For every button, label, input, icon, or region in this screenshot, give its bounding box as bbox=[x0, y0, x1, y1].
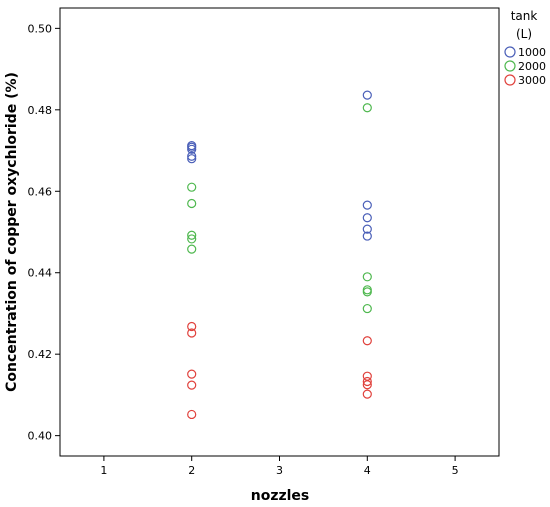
x-axis-title: nozzles bbox=[251, 488, 310, 504]
data-point-3000 bbox=[187, 409, 197, 420]
y-tick-label: 0.44 bbox=[28, 267, 53, 280]
data-point-3000 bbox=[362, 336, 372, 346]
y-tick-label: 0.50 bbox=[28, 22, 53, 35]
data-point-1000 bbox=[362, 213, 372, 223]
y-tick-label: 0.42 bbox=[28, 348, 53, 361]
plot-area-frame bbox=[59, 7, 500, 457]
data-point-3000 bbox=[187, 380, 197, 390]
x-tick-label: 1 bbox=[100, 464, 107, 477]
x-tick-label: 2 bbox=[188, 464, 195, 477]
data-point-3000 bbox=[187, 321, 197, 332]
data-point-3000 bbox=[187, 369, 197, 379]
x-tick-label: 5 bbox=[452, 464, 459, 477]
data-point-2000 bbox=[187, 230, 197, 240]
data-point-3000 bbox=[187, 328, 197, 338]
data-point-2000 bbox=[362, 287, 372, 297]
data-point-2000 bbox=[187, 182, 197, 192]
y-tick-label: 0.48 bbox=[28, 104, 53, 117]
data-points bbox=[187, 90, 372, 420]
y-axis-ticks: 0.40 0.42 0.44 0.46 0.48 0.50 bbox=[28, 22, 60, 443]
legend-label-2000: 2000 bbox=[518, 60, 546, 73]
data-point-2000 bbox=[362, 103, 372, 113]
legend-marker-3000 bbox=[504, 74, 516, 86]
legend-marker-2000 bbox=[504, 60, 516, 72]
y-tick-label: 0.46 bbox=[28, 185, 53, 198]
x-axis-ticks: 1 2 3 4 5 bbox=[100, 456, 459, 477]
data-point-1000 bbox=[362, 90, 372, 100]
data-point-1000 bbox=[187, 154, 197, 164]
legend-title-line1: tank bbox=[511, 9, 538, 23]
data-point-1000 bbox=[362, 200, 372, 210]
data-point-1000 bbox=[187, 144, 197, 154]
x-tick-label: 3 bbox=[276, 464, 283, 477]
data-point-1000 bbox=[187, 151, 197, 161]
data-point-2000 bbox=[187, 234, 197, 244]
data-point-2000 bbox=[187, 198, 197, 209]
data-point-3000 bbox=[362, 380, 372, 390]
data-point-2000 bbox=[187, 244, 197, 254]
data-point-3000 bbox=[362, 376, 372, 387]
legend-marker-1000 bbox=[504, 46, 516, 58]
data-point-1000 bbox=[362, 231, 372, 241]
x-tick-label: 4 bbox=[364, 464, 371, 477]
data-point-2000 bbox=[362, 303, 372, 314]
legend-label-1000: 1000 bbox=[518, 46, 546, 59]
data-point-2000 bbox=[362, 272, 372, 282]
y-axis-title: Concentration of copper oxychloride (%) bbox=[4, 72, 20, 392]
legend-title-line2: (L) bbox=[516, 27, 532, 41]
legend-label-3000: 3000 bbox=[518, 74, 546, 87]
y-tick-label: 0.40 bbox=[28, 430, 53, 443]
data-point-1000 bbox=[362, 224, 372, 234]
data-point-3000 bbox=[362, 389, 372, 399]
